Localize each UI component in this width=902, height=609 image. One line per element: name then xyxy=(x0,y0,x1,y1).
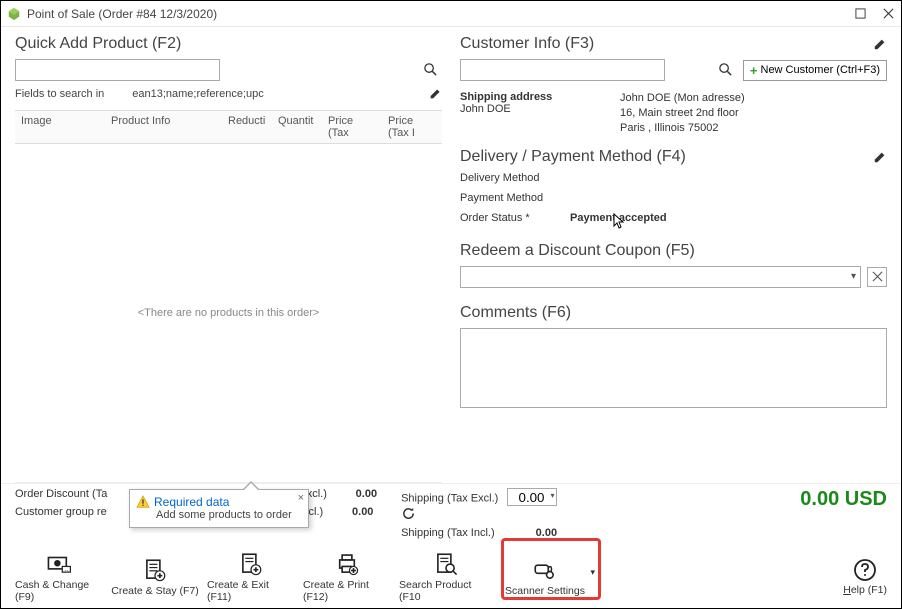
quick-add-heading: Quick Add Product (F2) xyxy=(15,35,181,53)
address-name: John DOE (Mon adresse) xyxy=(620,91,745,106)
tooltip-title: Required data xyxy=(154,495,229,509)
cash-change-button[interactable]: ↔ Cash & Change (F9) xyxy=(15,551,103,603)
warning-icon xyxy=(136,495,150,509)
coupon-heading: Redeem a Discount Coupon (F5) xyxy=(460,242,695,260)
shipping-incl-label: Shipping (Tax Incl.) xyxy=(401,527,495,539)
fields-value: ean13;name;reference;upc xyxy=(132,88,263,100)
shipping-incl-value: 0.00 xyxy=(519,527,557,539)
scanner-settings-button[interactable]: Scanner Settings ▾ xyxy=(501,557,589,597)
close-icon[interactable] xyxy=(881,7,895,21)
quick-add-search-input[interactable] xyxy=(15,59,220,81)
help-label: Help (F1) xyxy=(843,584,887,596)
order-discount-label: Order Discount (Ta xyxy=(15,488,107,500)
tooltip-close-icon[interactable]: × xyxy=(298,492,304,504)
edit-customer-icon[interactable] xyxy=(873,37,887,51)
titlebar: Point of Sale (Order #84 12/3/2020) xyxy=(1,1,901,27)
customer-name: John DOE xyxy=(460,103,580,115)
total-excl-value: 0.00 xyxy=(339,488,377,500)
delivery-method-label: Delivery Method xyxy=(460,172,570,184)
help-button[interactable]: Help (F1) xyxy=(843,558,887,596)
col-price-tax-incl: Price (Tax I xyxy=(382,111,442,143)
create-exit-label: Create & Exit (F11) xyxy=(207,579,295,603)
col-price-tax-excl: Price (Tax xyxy=(322,111,382,143)
plus-icon: + xyxy=(750,63,758,78)
search-icon[interactable] xyxy=(718,62,733,77)
chevron-down-icon[interactable]: ▾ xyxy=(550,491,554,500)
tooltip-subtitle: Add some products to order xyxy=(156,509,302,521)
window-title: Point of Sale (Order #84 12/3/2020) xyxy=(27,7,853,21)
comments-textarea[interactable] xyxy=(460,328,887,408)
shipping-excl-label: Shipping (Tax Excl.) xyxy=(401,493,498,505)
chevron-down-icon[interactable]: ▾ xyxy=(590,567,595,578)
search-icon[interactable] xyxy=(423,62,438,77)
customer-heading: Customer Info (F3) xyxy=(460,35,594,53)
new-customer-button[interactable]: + New Customer (Ctrl+F3) xyxy=(743,60,887,81)
customer-search-input[interactable] xyxy=(460,59,665,81)
col-quantity: Quantit xyxy=(272,111,322,143)
svg-text:↔: ↔ xyxy=(64,568,69,573)
product-grid-header: Image Product Info Reducti Quantit Price… xyxy=(15,110,442,144)
maximize-icon[interactable] xyxy=(853,7,867,21)
cursor-icon xyxy=(613,213,627,231)
fields-edit-icon[interactable] xyxy=(429,87,442,100)
comments-heading: Comments (F6) xyxy=(460,304,571,322)
required-data-tooltip: × Required data Add some products to ord… xyxy=(129,489,309,528)
new-customer-label: New Customer (Ctrl+F3) xyxy=(761,64,881,76)
search-product-label: Search Product (F10 xyxy=(399,579,493,603)
create-stay-button[interactable]: Create & Stay (F7) xyxy=(111,557,199,597)
create-exit-button[interactable]: Create & Exit (F11) xyxy=(207,551,295,603)
fields-label: Fields to search in xyxy=(15,88,104,100)
order-status-label: Order Status * xyxy=(460,212,570,224)
shipping-address-label: Shipping address xyxy=(460,91,580,103)
col-reduction: Reducti xyxy=(222,111,272,143)
address-line2: Paris , Illinois 75002 xyxy=(620,121,745,136)
col-product-info: Product Info xyxy=(105,111,222,143)
create-stay-label: Create & Stay (F7) xyxy=(111,585,199,597)
app-icon xyxy=(7,7,21,21)
scanner-settings-label: Scanner Settings xyxy=(505,585,585,597)
address-line1: 16, Main street 2nd floor xyxy=(620,106,745,121)
total-incl-value: 0.00 xyxy=(335,506,373,518)
refresh-icon[interactable] xyxy=(401,506,561,521)
grid-empty-text: <There are no products in this order> xyxy=(138,307,320,319)
product-grid-body: <There are no products in this order> xyxy=(15,144,442,483)
search-product-button[interactable]: Search Product (F10 xyxy=(399,551,493,603)
clear-coupon-button[interactable] xyxy=(867,267,887,287)
create-print-button[interactable]: Create & Print (F12) xyxy=(303,551,391,603)
edit-delivery-icon[interactable] xyxy=(873,150,887,164)
delivery-heading: Delivery / Payment Method (F4) xyxy=(460,148,686,166)
customer-group-label: Customer group re xyxy=(15,506,107,518)
cash-change-label: Cash & Change (F9) xyxy=(15,579,103,603)
grand-total: 0.00 USD xyxy=(800,488,887,511)
chevron-down-icon: ▾ xyxy=(851,271,856,282)
col-image: Image xyxy=(15,111,105,143)
create-print-label: Create & Print (F12) xyxy=(303,579,391,603)
coupon-select[interactable]: ▾ xyxy=(460,266,861,288)
payment-method-label: Payment Method xyxy=(460,192,570,204)
